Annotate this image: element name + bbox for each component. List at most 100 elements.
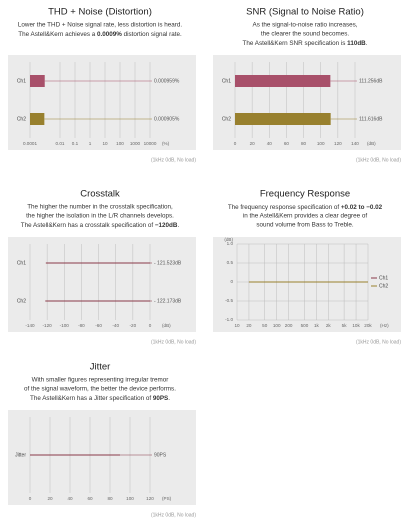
y-tick-label: 1.0 xyxy=(227,241,234,246)
chart-panel: THD + Noise (Distortion) Lower the THD + … xyxy=(8,7,196,163)
x-tick-label: 1000 xyxy=(130,141,141,146)
y-tick-label: 0.5 xyxy=(227,260,234,265)
x-tick-label: 40 xyxy=(67,496,73,501)
plot-background xyxy=(8,410,196,505)
y-tick-label: -1.0 xyxy=(225,317,233,322)
x-tick-label: 0.1 xyxy=(72,141,79,146)
x-tick-label: 10k xyxy=(352,323,360,328)
x-tick-label: 20 xyxy=(246,323,252,328)
value-label: 111.256dB xyxy=(359,78,383,84)
x-tick-label: -20 xyxy=(130,323,137,328)
description-line: The frequency response specification of … xyxy=(228,204,383,211)
description-line: of the signal waveform, the better the d… xyxy=(24,386,176,393)
description-line: the clearer the sound becomes. xyxy=(261,31,349,38)
category-label: Ch1 xyxy=(222,78,231,84)
x-tick-label: 2k xyxy=(326,323,332,328)
x-tick-label: 60 xyxy=(284,141,290,146)
category-label: Ch2 xyxy=(222,116,231,122)
x-tick-label: 0.01 xyxy=(56,141,65,146)
x-tick-label: 0.0001 xyxy=(23,141,37,146)
x-tick-label: 80 xyxy=(107,496,113,501)
description-line: The Astell&Kern has a Jitter specificati… xyxy=(30,395,170,402)
description-text: . xyxy=(177,222,179,229)
x-tick-label: 60 xyxy=(87,496,93,501)
footnote: (1kHz 0dB, No load) xyxy=(356,339,401,345)
category-label: Jitter xyxy=(15,452,26,458)
description-line: The Astell&Kern has a crosstalk specific… xyxy=(21,222,180,229)
legend-label: Ch2 xyxy=(379,283,388,289)
x-tick-label: -40 xyxy=(112,323,119,328)
x-tick-label: -100 xyxy=(60,323,70,328)
x-tick-label: 80 xyxy=(301,141,307,146)
x-tick-label: -80 xyxy=(78,323,85,328)
x-tick-label: 1 xyxy=(89,141,92,146)
plot-background xyxy=(8,55,196,150)
x-tick-label: 100 xyxy=(126,496,134,501)
x-tick-label: 40 xyxy=(267,141,273,146)
description-text: distortion signal rate. xyxy=(122,31,182,38)
x-tick-label: 0 xyxy=(234,141,237,146)
description-text: . xyxy=(366,40,368,47)
description-highlight: −120dB xyxy=(155,222,178,229)
x-axis-label: (dB) xyxy=(367,141,376,146)
chart-title: Frequency Response xyxy=(260,189,350,200)
bar xyxy=(30,113,45,125)
bar xyxy=(235,75,331,87)
x-tick-label: 100 xyxy=(273,323,281,328)
chart-panel: Crosstalk The higher the number in the cr… xyxy=(8,189,196,345)
x-axis-label: (PS) xyxy=(162,496,172,501)
x-tick-label: 0 xyxy=(149,323,152,328)
x-tick-label: 1k xyxy=(314,323,320,328)
y-axis-label: (dB) xyxy=(224,237,233,242)
x-axis-label: (dB) xyxy=(162,323,171,328)
plot-background xyxy=(8,237,196,332)
chart-title: Crosstalk xyxy=(80,189,120,200)
value-label: - 121.523dB xyxy=(154,260,182,266)
description-text: The Astell&Kern has a crosstalk specific… xyxy=(21,222,155,229)
plot-background xyxy=(213,237,401,332)
x-tick-label: 10000 xyxy=(144,141,157,146)
chart-panel: SNR (Signal to Noise Ratio) As the signal… xyxy=(213,7,401,163)
x-tick-label: -60 xyxy=(95,323,102,328)
value-label: 0.000959% xyxy=(154,78,180,84)
x-tick-label: 140 xyxy=(351,141,359,146)
x-tick-label: 50 xyxy=(262,323,268,328)
description-text: . xyxy=(168,395,170,402)
x-tick-label: 120 xyxy=(146,496,154,501)
x-tick-label: 120 xyxy=(334,141,342,146)
description-text: The Astell&Kern has a Jitter specificati… xyxy=(30,395,153,402)
x-tick-label: -120 xyxy=(43,323,53,328)
chart-panel: Frequency Response The frequency response… xyxy=(213,189,401,345)
x-tick-label: 0 xyxy=(29,496,32,501)
x-tick-label: 100 xyxy=(317,141,325,146)
description-highlight: +0.02 to −0.02 xyxy=(341,204,383,211)
y-tick-label: -0.5 xyxy=(225,298,233,303)
x-tick-label: -140 xyxy=(25,323,35,328)
description-line: in the Astell&Kern provides a clear degr… xyxy=(243,213,368,220)
category-label: Ch1 xyxy=(17,78,26,84)
category-label: Ch2 xyxy=(17,116,26,122)
description-text: The frequency response specification of xyxy=(228,204,341,211)
x-tick-label: 100 xyxy=(116,141,124,146)
description-line: The Astell&Kern achieves a 0.0009% disto… xyxy=(18,31,182,38)
x-tick-label: 10 xyxy=(234,323,240,328)
value-label: 111.616dB xyxy=(359,116,383,122)
description-line: sound volume from Bass to Treble. xyxy=(256,222,354,229)
value-label: 90PS xyxy=(154,452,167,458)
x-tick-label: 5k xyxy=(342,323,348,328)
x-tick-label: 20k xyxy=(364,323,372,328)
description-line: Lower the THD + Noise signal rate, less … xyxy=(18,22,182,29)
plot-background xyxy=(213,55,401,150)
x-tick-label: 10 xyxy=(102,141,108,146)
y-tick-label: 0 xyxy=(230,279,233,284)
legend-label: Ch1 xyxy=(379,275,388,281)
value-label: - 122.173dB xyxy=(154,298,182,304)
description-line: The Astell&Kern SNR specification is 110… xyxy=(243,40,368,47)
footnote: (1kHz 0dB, No load) xyxy=(151,512,196,518)
description-line: As the signal-to-noise ratio increases, xyxy=(253,22,358,29)
description-line: With smaller figures representing irregu… xyxy=(32,377,169,384)
description-highlight: 0.0009% xyxy=(97,31,122,38)
footnote: (1kHz 0dB, No load) xyxy=(151,157,196,163)
description-text: The Astell&Kern SNR specification is xyxy=(243,40,348,47)
